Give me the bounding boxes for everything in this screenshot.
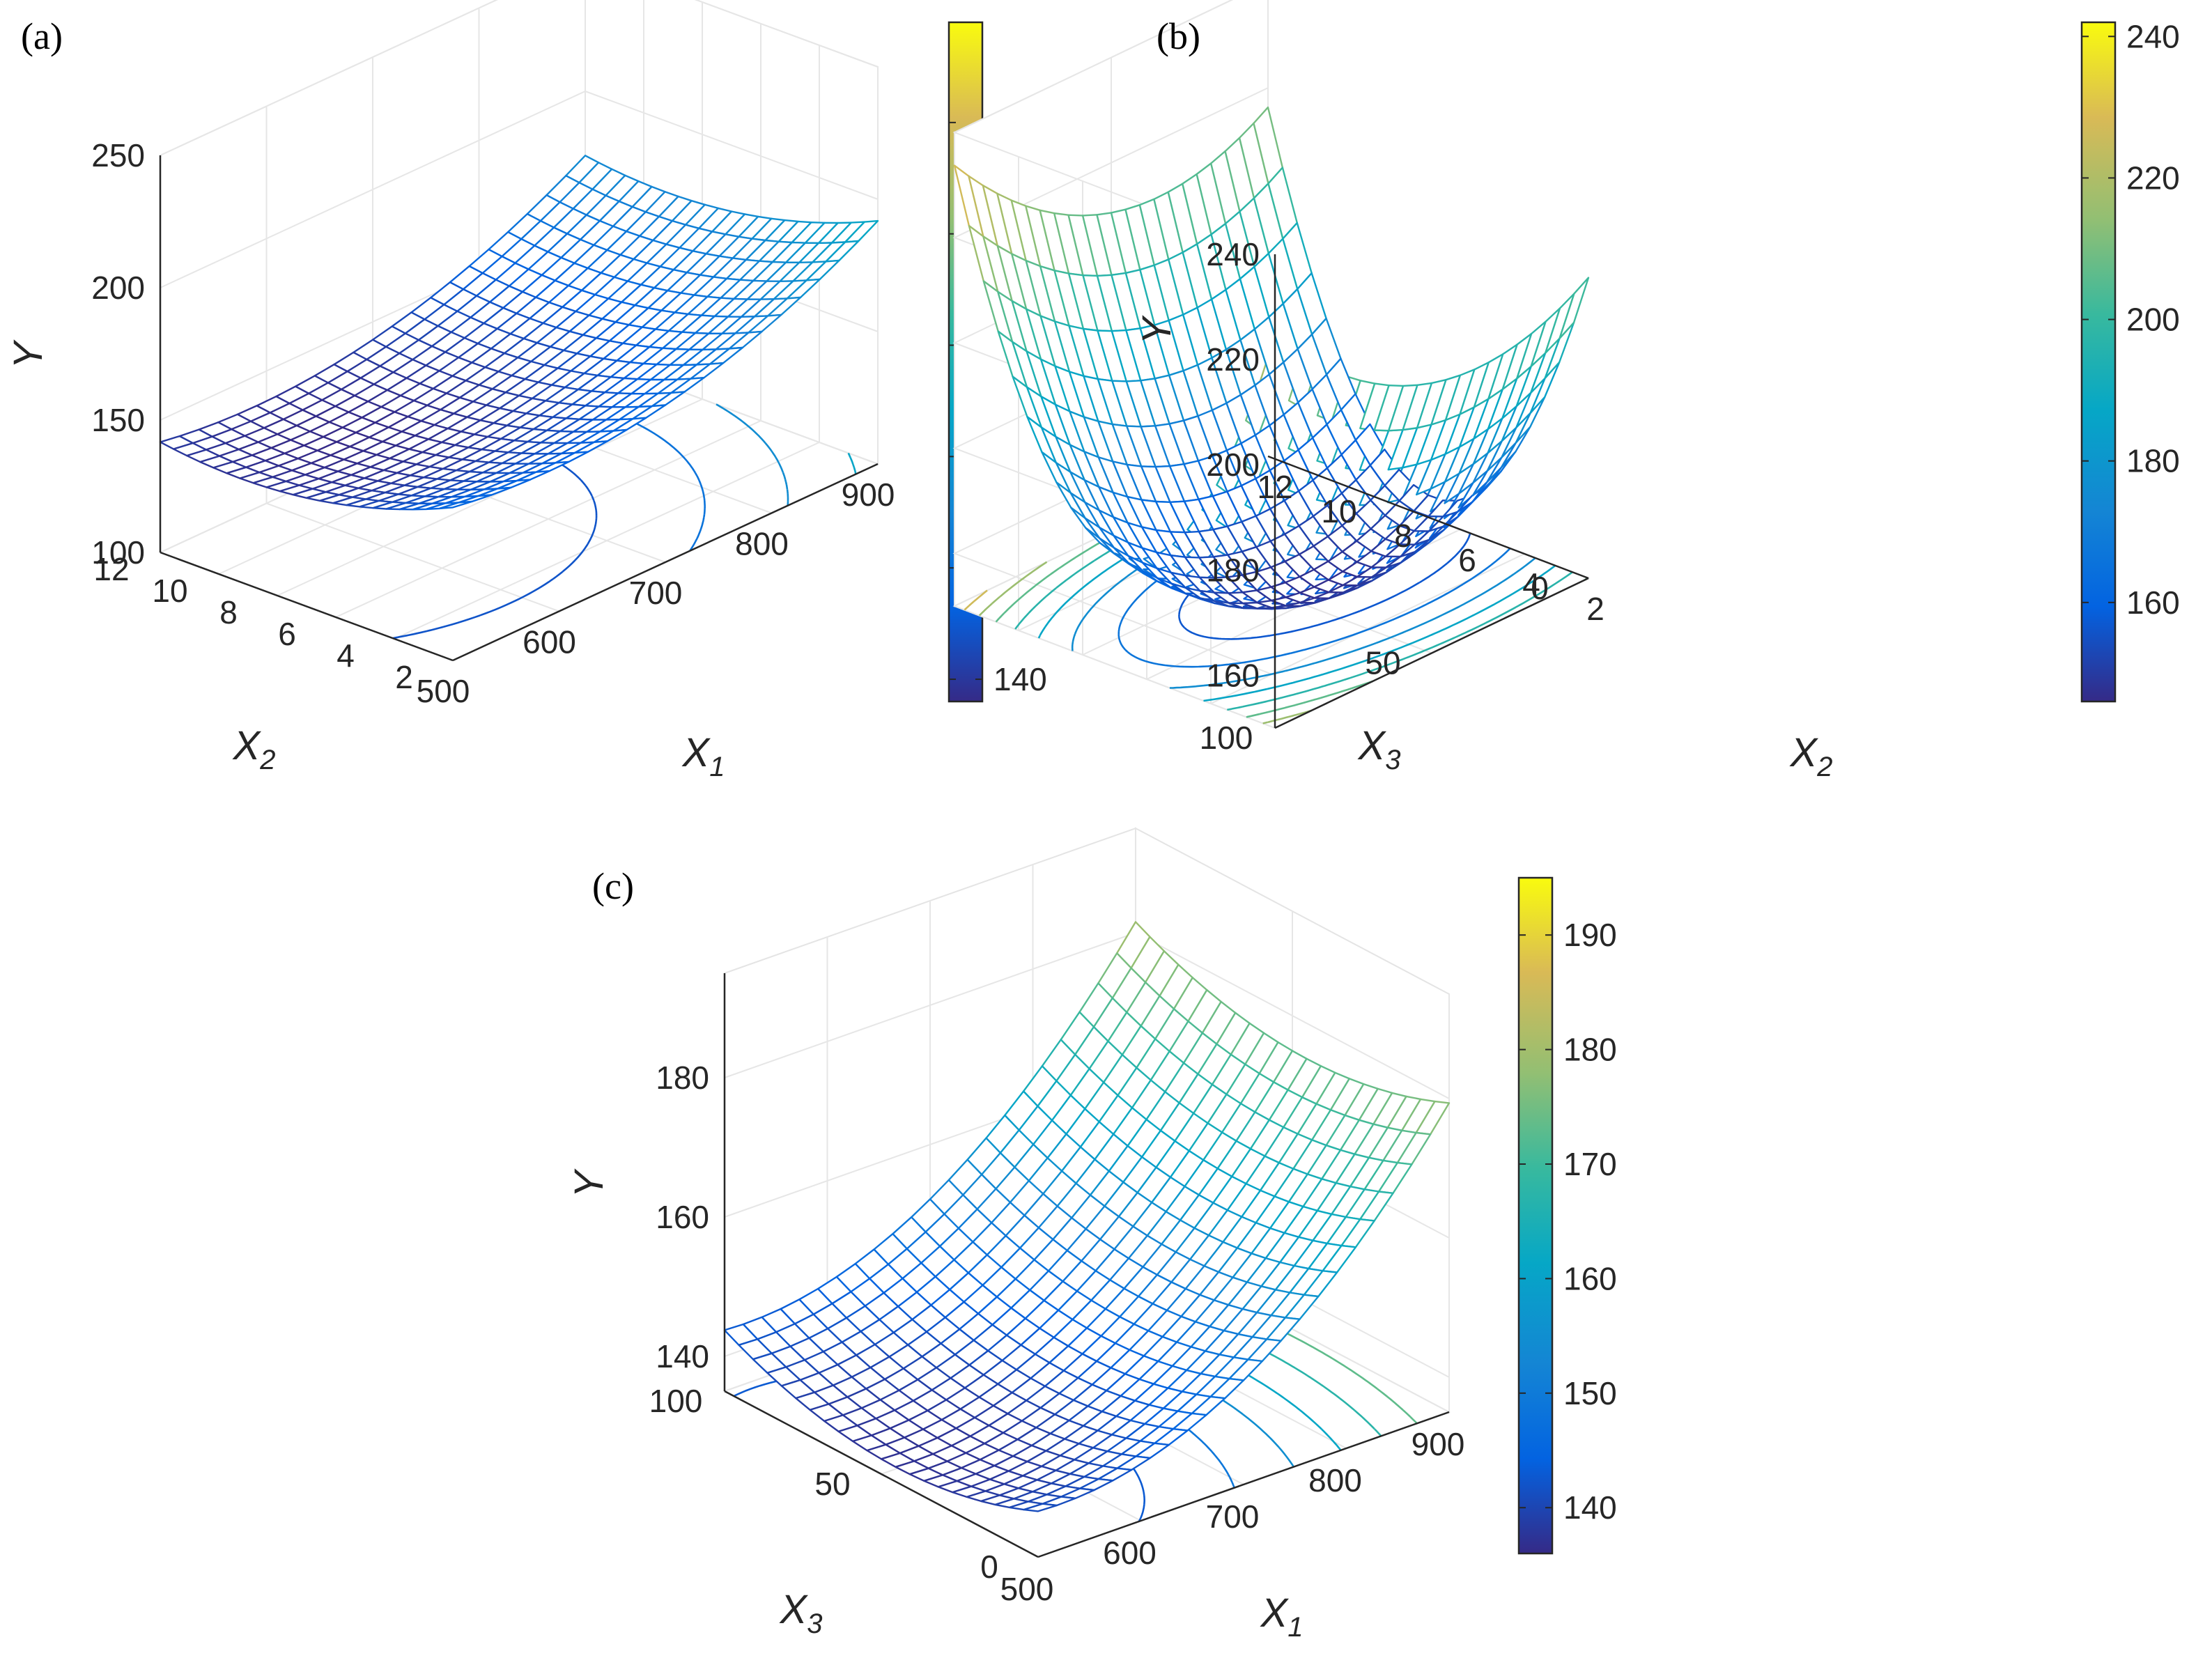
z-tick-label: 240 (1206, 236, 1260, 272)
y-axis-title-subscript: 3 (1385, 745, 1400, 775)
y-axis-line (1274, 577, 1589, 729)
x-tick-label: 500 (1000, 1571, 1054, 1607)
colorbar-tick-label: 140 (1563, 1489, 1617, 1526)
x-axis-title: X1 (681, 730, 725, 782)
x-axis-title-subscript: 1 (709, 752, 725, 782)
contour-line (964, 589, 988, 611)
y-tick-label: 10 (152, 573, 187, 609)
x-axis-line (1037, 1411, 1450, 1558)
grid-line-x-floor (266, 502, 559, 612)
y-tick-label: 50 (814, 1466, 850, 1502)
y-axis-line (160, 551, 454, 662)
y-tick-label: 6 (278, 616, 296, 652)
colorbar-tick-label: 160 (2126, 584, 2180, 621)
grid-line-z (160, 90, 879, 288)
z-tick-label: 150 (91, 402, 145, 438)
y-tick-label: 12 (93, 551, 129, 587)
x-tick-label: 800 (1308, 1462, 1362, 1498)
panel-label: (a) (21, 15, 63, 57)
chart-panel-a: 50060070080090024681012100150200250X1X2Y… (6, 0, 1047, 782)
surface-cell (438, 500, 473, 510)
colorbar-tick-label: 180 (2126, 443, 2180, 479)
y-axis-title-subscript: 2 (259, 745, 275, 775)
x-tick-label: 800 (735, 526, 789, 562)
y-axis-title: X3 (779, 1587, 823, 1639)
colorbar-tick-label: 190 (1563, 917, 1617, 953)
y-axis-title: X2 (232, 723, 276, 775)
x-axis-title: X2 (1789, 730, 1833, 782)
x-tick-label: 12 (1257, 469, 1292, 505)
colorbar (2080, 21, 2117, 703)
panel-label: (b) (1157, 15, 1200, 57)
grid-line-y-floor (277, 398, 703, 596)
grid-line-z (160, 0, 879, 156)
y-tick-label: 100 (1200, 720, 1253, 756)
colorbar-tick-label: 220 (2126, 160, 2180, 196)
z-tick-label: 180 (1206, 552, 1260, 588)
chart-panel-c: 500 600 700 800 900 0 50 100 140 160 180 X1 X3 Y (c) 14… (566, 827, 1617, 1643)
z-tick-label: 180 (656, 1060, 709, 1096)
y-tick-label: 2 (395, 659, 413, 695)
z-tick-label: 140 (656, 1338, 709, 1374)
y-tick-label: 4 (337, 637, 355, 674)
z-tick-label: 200 (91, 270, 145, 306)
y-axis-line (724, 1390, 1039, 1558)
y-axis-title-subscript: 3 (807, 1609, 822, 1639)
x-tick-label: 700 (629, 575, 683, 611)
x-tick-label: 8 (1394, 518, 1412, 554)
colorbar-tick-label: 150 (1563, 1375, 1617, 1411)
colorbar-tick-label: 160 (1563, 1260, 1617, 1296)
colorbar-tick-label: 240 (2126, 18, 2180, 54)
z-tick-label: 160 (656, 1199, 709, 1235)
x-tick-label: 600 (1103, 1535, 1157, 1571)
x-tick-label: 4 (1522, 566, 1540, 603)
y-axis-title: X3 (1357, 723, 1401, 775)
x-axis-title-subscript: 1 (1287, 1612, 1303, 1643)
y-tick-label: 8 (219, 594, 238, 630)
y-tick-label: 0 (980, 1549, 998, 1585)
x-tick-label: 10 (1321, 493, 1356, 529)
x-axis-title-subscript: 2 (1816, 752, 1832, 782)
z-tick-label: 160 (1206, 657, 1260, 693)
z-tick-label: 200 (1206, 447, 1260, 483)
x-tick-label: 600 (523, 624, 576, 660)
grid-line-y-floor (394, 442, 820, 640)
z-tick-label: 220 (1206, 341, 1260, 378)
y-tick-label: 100 (649, 1383, 703, 1419)
x-tick-label: 700 (1206, 1498, 1260, 1535)
panel-label: (c) (592, 865, 634, 907)
x-tick-label: 500 (417, 673, 470, 709)
x-axis-line (452, 463, 879, 662)
x-tick-label: 900 (1411, 1426, 1465, 1462)
x-tick-label: 900 (842, 476, 895, 513)
grid-line-y-floor (954, 605, 1276, 729)
z-axis-title: Y (6, 339, 51, 369)
y-tick-label: 0 (1531, 570, 1549, 606)
colorbar-tick-label: 140 (993, 661, 1047, 697)
surface-cell (1023, 1503, 1058, 1512)
x-axis-title: X1 (1260, 1590, 1304, 1643)
y-tick-label: 50 (1365, 645, 1400, 681)
colorbar-tick-label: 170 (1563, 1146, 1617, 1182)
colorbar-tick-label: 180 (1563, 1032, 1617, 1068)
contour-line (847, 452, 857, 474)
x-tick-label: 2 (1586, 591, 1604, 627)
z-tick-label: 250 (91, 137, 145, 173)
x-tick-label: 6 (1458, 542, 1476, 578)
z-tick-label: 100 (91, 534, 145, 571)
colorbar-tick-label: 200 (2126, 302, 2180, 338)
z-axis-title: Y (1134, 314, 1180, 344)
grid-line-y-floor (335, 420, 761, 618)
surface-cell (1559, 277, 1590, 339)
chart-panel-b: 2 4 6 8 10 12 0 50 100 160 180 200 220 240 X2 X3 Y (b) 160… (952, 0, 2180, 782)
colorbar (1517, 876, 1554, 1555)
z-axis-title: Y (566, 1168, 612, 1198)
x-axis-line (1267, 455, 1589, 580)
